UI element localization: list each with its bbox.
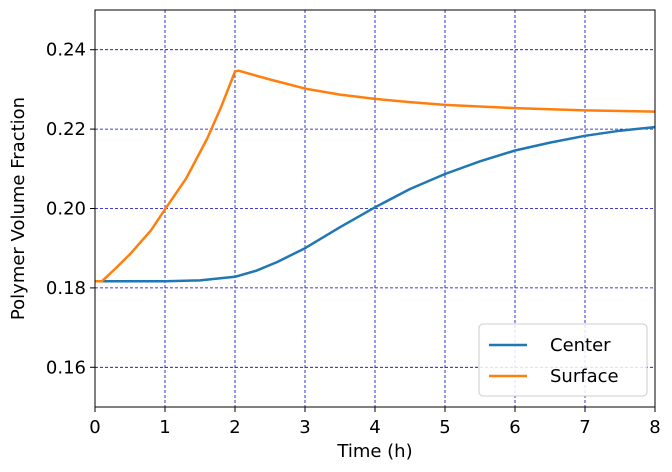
- y-tick-label: 0.16: [46, 357, 86, 378]
- x-tick-label: 2: [229, 417, 240, 438]
- x-tick-label: 4: [369, 417, 380, 438]
- series-line-surface: [95, 69, 656, 283]
- y-tick-label: 0.18: [46, 278, 86, 299]
- x-tick-label: 1: [159, 417, 170, 438]
- legend: Center Surface: [478, 323, 648, 397]
- ticks: 0 1 2 3 4 5 6 7 8 0.16 0.18 0.20 0.22 0.24: [46, 40, 661, 438]
- legend-label-surface: Surface: [550, 366, 619, 387]
- series-line-center: [95, 125, 656, 283]
- x-tick-label: 5: [439, 417, 450, 438]
- y-tick-label: 0.20: [46, 199, 86, 220]
- x-tick-label: 7: [579, 417, 590, 438]
- x-tick-label: 8: [649, 417, 660, 438]
- y-axis-label: Polymer Volume Fraction: [8, 97, 29, 320]
- series-lines: [95, 69, 656, 283]
- legend-label-center: Center: [550, 335, 611, 356]
- x-tick-label: 3: [299, 417, 310, 438]
- y-tick-label: 0.24: [46, 40, 86, 61]
- x-axis-label: Time (h): [336, 441, 412, 462]
- y-tick-label: 0.22: [46, 119, 86, 140]
- x-tick-label: 6: [509, 417, 520, 438]
- x-tick-label: 0: [89, 417, 100, 438]
- legend-box: [478, 323, 648, 397]
